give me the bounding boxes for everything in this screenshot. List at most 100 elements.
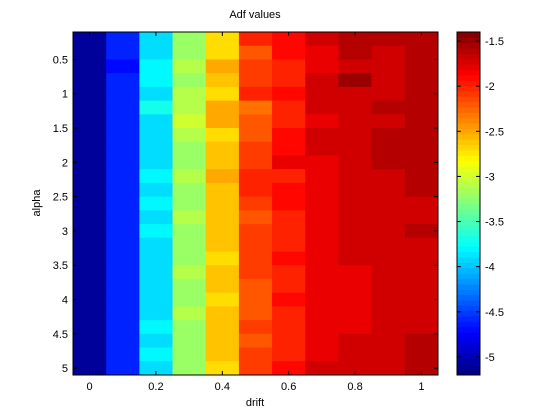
colorbar-segment — [457, 214, 480, 221]
heatmap-cell — [238, 45, 273, 60]
heatmap-cell — [305, 251, 339, 266]
heatmap-cell — [305, 347, 339, 362]
colorbar-segment — [457, 187, 480, 194]
heatmap-cell — [172, 100, 207, 115]
heatmap-cell — [106, 45, 140, 60]
heatmap-cell — [106, 182, 140, 198]
colorbar-segment — [457, 101, 480, 108]
heatmap-cell — [338, 86, 373, 101]
colorbar-segment — [457, 42, 480, 49]
heatmap-cell — [371, 292, 406, 307]
heatmap-cell — [404, 306, 439, 321]
heatmap-cell — [106, 114, 140, 129]
colorbar-segment — [457, 107, 480, 113]
colorbar-segment — [457, 278, 480, 285]
heatmap-cell — [371, 210, 406, 225]
heatmap-cell — [139, 182, 173, 198]
heatmap-cell — [404, 196, 439, 211]
heatmap-cell — [139, 141, 173, 156]
chart-title: Adf values — [229, 9, 281, 21]
heatmap-cell — [404, 237, 439, 252]
heatmap-cell — [371, 169, 406, 184]
heatmap-cell — [139, 361, 173, 376]
heatmap-cell — [272, 210, 306, 225]
colorbar-segment — [457, 283, 480, 290]
heatmap-cell — [338, 45, 373, 60]
heatmap-cell — [172, 141, 207, 156]
heatmap-cell — [172, 292, 207, 307]
heatmap-cell — [139, 32, 173, 47]
colorbar-segment — [457, 241, 480, 247]
heatmap-cell — [371, 347, 406, 362]
heatmap-cell — [272, 141, 306, 156]
heatmap-cell — [172, 128, 207, 143]
heatmap-cell — [371, 45, 406, 60]
heatmap-cell — [338, 292, 373, 307]
heatmap-cell — [404, 169, 439, 184]
heatmap-cell — [338, 333, 373, 348]
heatmap-cell — [305, 59, 339, 74]
heatmap-cell — [172, 333, 207, 348]
heatmap-cell — [172, 169, 207, 184]
y-tick-label: 0.5 — [53, 54, 68, 66]
heatmap-cell — [205, 265, 240, 280]
heatmap-cell — [106, 251, 140, 266]
heatmap-cell — [305, 73, 339, 88]
heatmap-cell — [238, 32, 273, 47]
heatmap-cell — [371, 361, 406, 376]
colorbar-segment — [457, 316, 480, 322]
colorbar-segment — [457, 160, 480, 167]
heatmap-cell — [272, 86, 306, 101]
heatmap-cell — [404, 210, 439, 225]
heatmap-cell — [172, 32, 207, 47]
heatmap-cell — [106, 128, 140, 143]
heatmap-cell — [404, 224, 439, 239]
heatmap-cell — [371, 306, 406, 321]
heatmap-cell — [238, 237, 273, 252]
heatmap-cell — [139, 45, 173, 60]
colorbar-segment — [457, 364, 480, 371]
colorbar-segment — [457, 219, 480, 226]
heatmap-cell — [205, 182, 240, 198]
heatmap-cell — [305, 100, 339, 115]
colorbar-segment — [457, 96, 480, 103]
colorbar-tick-label: -3.5 — [485, 217, 504, 229]
heatmap-cell — [238, 361, 273, 376]
heatmap-cell — [172, 86, 207, 101]
heatmap-cell — [272, 251, 306, 266]
colorbar-segment — [457, 64, 480, 71]
heatmap-cell — [305, 210, 339, 225]
heatmap-cell — [172, 347, 207, 362]
colorbar-segment — [457, 58, 480, 65]
colorbar-segment — [457, 299, 480, 306]
heatmap-cell — [371, 73, 406, 88]
x-tick-label: 0.4 — [215, 381, 230, 393]
heatmap-cell — [272, 347, 306, 362]
colorbar-tick-label: -2.5 — [485, 126, 504, 138]
heatmap-cell — [73, 210, 107, 225]
heatmap-cell — [106, 59, 140, 74]
heatmap-cell — [73, 333, 107, 348]
colorbar-segment — [457, 337, 480, 344]
colorbar-segment — [457, 289, 480, 296]
heatmap-cell — [272, 155, 306, 170]
heatmap-cell — [272, 237, 306, 252]
heatmap-cell — [106, 224, 140, 239]
heatmap-cell — [205, 333, 240, 348]
heatmap-cell — [272, 182, 306, 198]
heatmap-cell — [106, 278, 140, 294]
heatmap-cell — [371, 224, 406, 239]
heatmap-cell — [305, 141, 339, 156]
colorbar-segment — [457, 133, 480, 140]
colorbar-segment — [457, 353, 480, 360]
heatmap-cell — [338, 73, 373, 88]
colorbar-segment — [457, 369, 480, 376]
heatmap-cell — [172, 155, 207, 170]
heatmap-cell — [73, 169, 107, 184]
heatmap-cells — [73, 32, 439, 376]
heatmap-cell — [238, 333, 273, 348]
colorbar-frame — [456, 31, 481, 376]
heatmap-cell — [205, 320, 240, 335]
heatmap-cell — [404, 45, 439, 60]
